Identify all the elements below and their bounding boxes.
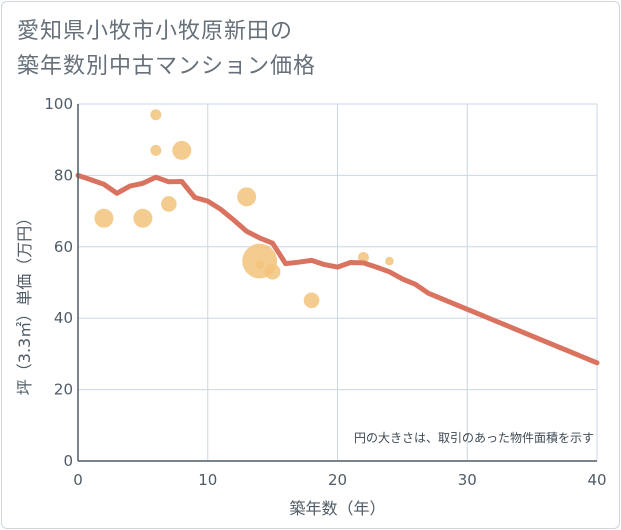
- bubble-point-10: [303, 292, 320, 309]
- y-tick-label-5: 100: [44, 95, 73, 113]
- x-axis-title: 築年数（年）: [289, 499, 385, 518]
- bubble-point-8: [255, 260, 264, 269]
- bubble-point-11: [357, 252, 369, 264]
- y-tick-label-3: 60: [54, 238, 73, 256]
- bubble-series: [94, 109, 394, 309]
- chart-title-line-1: 愛知県小牧市小牧原新田の: [17, 19, 294, 44]
- x-tick-label-1: 10: [198, 471, 217, 489]
- chart-title: 愛知県小牧市小牧原新田の 築年数別中古マンション価格: [17, 14, 316, 84]
- y-tick-label-1: 20: [54, 381, 73, 399]
- bubble-point-12: [385, 256, 394, 266]
- grid-lines: [77, 103, 598, 462]
- y-tick-labels: 0 20 40 60 80 100: [44, 95, 73, 470]
- bubble-size-note: 円の大きさは、取引のあった物件面積を示す: [354, 430, 594, 445]
- x-tick-labels: 0 10 20 30 40: [73, 471, 606, 489]
- bubble-point-3: [150, 144, 162, 156]
- bubble-point-6: [237, 187, 257, 207]
- trend-line: [75, 172, 600, 366]
- y-tick-label-0: 0: [63, 452, 73, 470]
- bubble-point-2: [150, 109, 162, 121]
- bubble-point-5: [172, 140, 192, 160]
- axes: [77, 104, 597, 462]
- x-tick-label-0: 0: [73, 471, 83, 489]
- chart-title-line-2: 築年数別中古マンション価格: [17, 54, 317, 79]
- y-tick-label-4: 80: [54, 166, 73, 184]
- x-tick-label-4: 40: [587, 471, 606, 489]
- x-tick-label-2: 20: [328, 471, 347, 489]
- y-axis-title: 坪（3.3㎡）単価（万円）: [15, 210, 34, 395]
- bubble-point-9: [264, 263, 281, 280]
- trend-line-series: [75, 172, 600, 366]
- y-tick-label-2: 40: [54, 309, 73, 327]
- bubble-point-4: [161, 196, 177, 212]
- x-tick-label-3: 30: [458, 471, 477, 489]
- bubble-point-1: [133, 208, 153, 228]
- bubble-point-0: [94, 208, 114, 228]
